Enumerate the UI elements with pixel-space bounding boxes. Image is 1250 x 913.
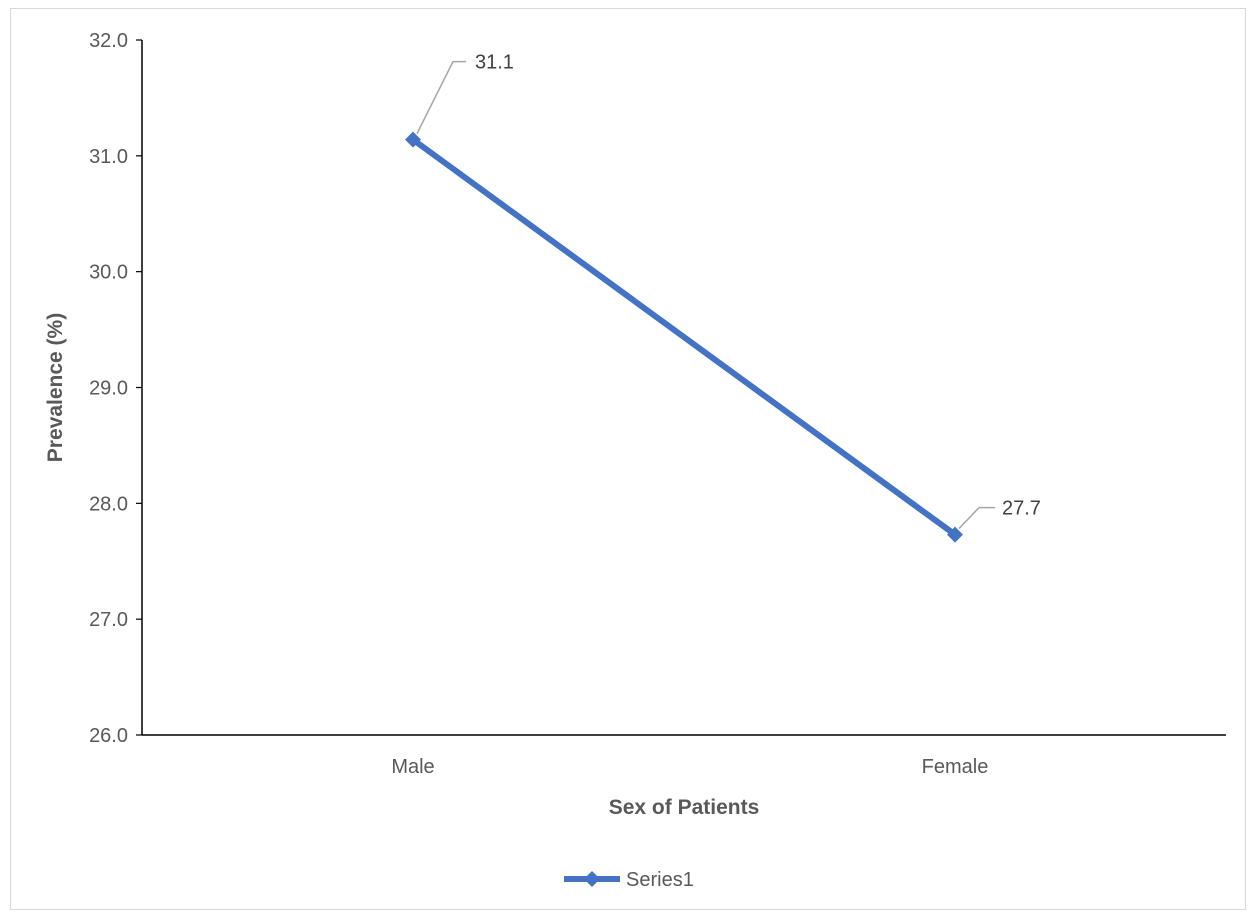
label-leader-line [416, 60, 466, 134]
y-tick-label: 29.0 [89, 378, 128, 400]
y-tick-label: 28.0 [89, 493, 128, 515]
y-axis-ticks: 26.0 27.0 28.0 29.0 30.0 31.0 32.0 [89, 30, 142, 747]
y-tick-label: 26.0 [89, 725, 128, 747]
x-category-label: Male [391, 756, 434, 778]
legend: Series1 [564, 869, 694, 891]
x-axis-categories: Male Female [391, 756, 988, 778]
chart-frame [10, 8, 1246, 910]
data-point-marker [947, 526, 963, 543]
x-axis-title: Sex of Patients [609, 796, 760, 819]
label-leader-line [958, 506, 995, 530]
data-point-marker [405, 131, 421, 148]
x-category-label: Female [922, 756, 989, 778]
y-tick-label: 31.0 [89, 146, 128, 168]
series-group [405, 131, 963, 543]
data-labels: 31.1 27.7 [416, 52, 1041, 530]
data-label: 31.1 [475, 52, 514, 74]
y-tick-label: 27.0 [89, 609, 128, 631]
data-label: 27.7 [1002, 498, 1041, 520]
y-tick-label: 30.0 [89, 262, 128, 284]
legend-label: Series1 [626, 869, 694, 891]
legend-marker [584, 871, 600, 887]
y-tick-label: 32.0 [89, 30, 128, 52]
series-line [411, 137, 957, 538]
y-axis-title: Prevalence (%) [44, 313, 67, 462]
